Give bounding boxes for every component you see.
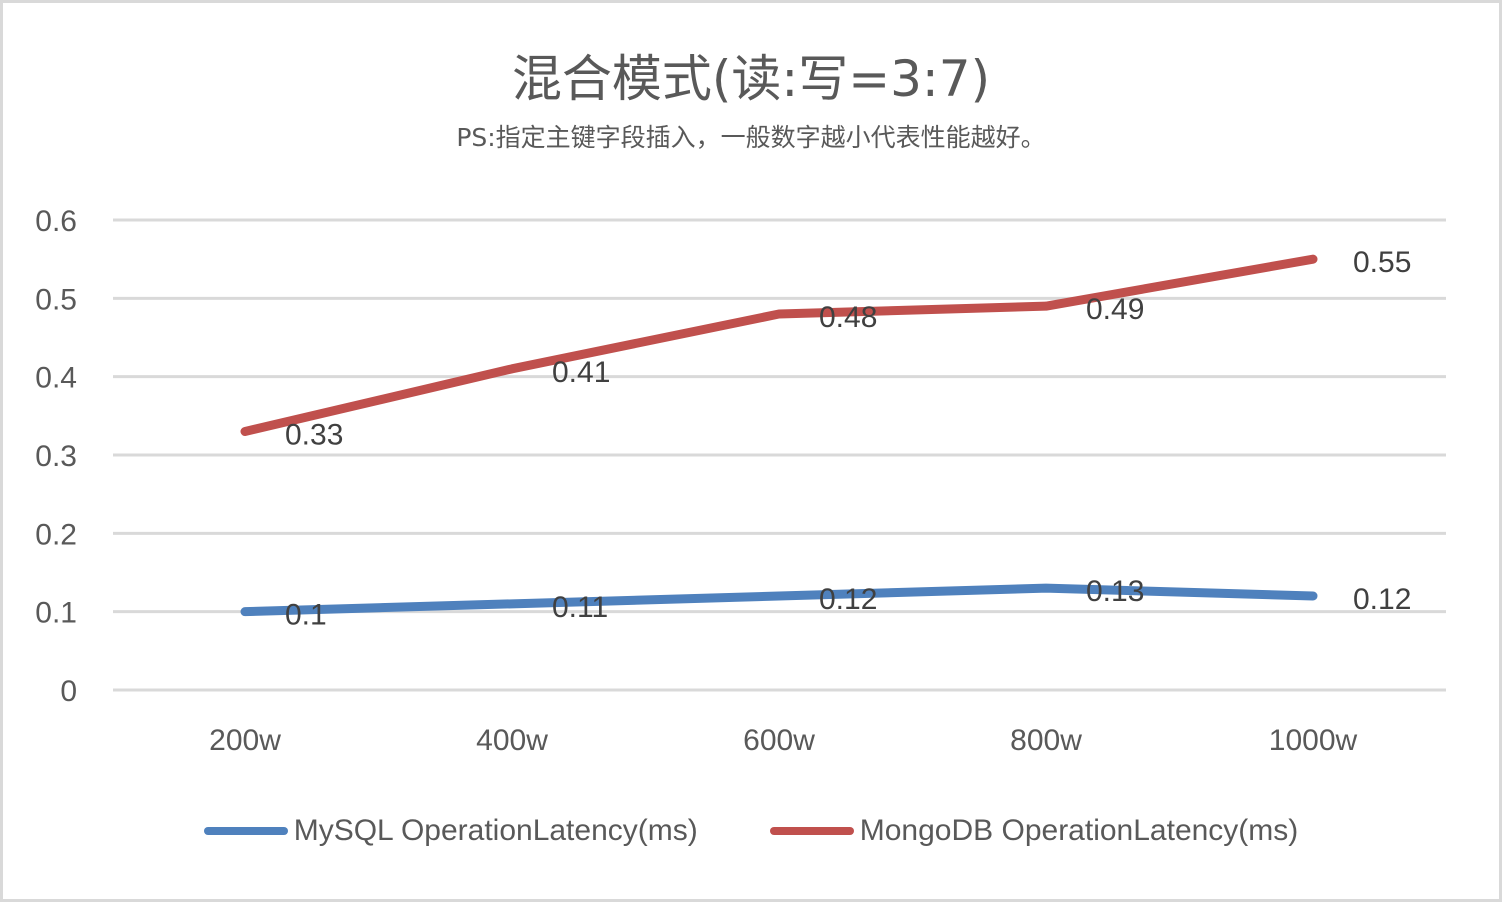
legend-item-mysql: MySQL OperationLatency(ms) <box>203 814 698 848</box>
data-label: 0.48 <box>819 301 877 334</box>
data-labels: 0.1 0.11 0.12 0.13 0.12 0.33 0.41 0.48 0.49 0.55 <box>285 246 1411 632</box>
data-label: 0.11 <box>552 591 608 624</box>
y-tick-label: 0.2 <box>35 518 77 551</box>
x-tick-label: 400w <box>476 724 548 757</box>
data-label: 0.1 <box>285 599 327 632</box>
data-label: 0.49 <box>1086 293 1144 326</box>
x-axis-tick-labels: 200w 400w 600w 800w 1000w <box>209 724 1357 757</box>
legend: MySQL OperationLatency(ms) MongoDB Opera… <box>0 806 1502 856</box>
data-label: 0.33 <box>285 419 343 452</box>
gridlines <box>113 218 1446 692</box>
legend-label-mysql: MySQL OperationLatency(ms) <box>293 814 698 847</box>
y-tick-label: 0.1 <box>35 597 77 630</box>
x-tick-label: 600w <box>743 724 815 757</box>
series-lines <box>240 254 1318 617</box>
data-label: 0.12 <box>1353 583 1411 616</box>
chart-title: 混合模式(读:写=3:7) <box>511 50 991 108</box>
y-tick-label: 0.4 <box>35 362 77 395</box>
y-tick-label: 0.3 <box>35 440 77 473</box>
data-label: 0.41 <box>552 356 610 389</box>
x-tick-label: 800w <box>1010 724 1082 757</box>
legend-label-mongodb: MongoDB OperationLatency(ms) <box>859 814 1299 847</box>
legend-item-mongodb: MongoDB OperationLatency(ms) <box>769 814 1299 848</box>
y-tick-label: 0 <box>60 675 77 708</box>
data-label: 0.12 <box>819 583 877 616</box>
x-tick-label: 1000w <box>1269 724 1358 757</box>
chart-subtitle: PS:指定主键字段插入，一般数字越小代表性能越好。 <box>456 123 1046 152</box>
data-label: 0.55 <box>1353 246 1411 279</box>
series-line-mysql <box>240 583 1318 617</box>
y-axis-tick-labels: 0 0.1 0.2 0.3 0.4 0.5 0.6 <box>35 205 77 708</box>
series-line-mongodb <box>240 254 1318 436</box>
y-tick-label: 0.6 <box>35 205 77 238</box>
x-tick-label: 200w <box>209 724 281 757</box>
legend-swatch-mysql <box>203 827 288 835</box>
y-tick-label: 0.5 <box>35 283 77 316</box>
legend-swatch-mongodb <box>769 827 854 835</box>
data-label: 0.13 <box>1086 575 1144 608</box>
